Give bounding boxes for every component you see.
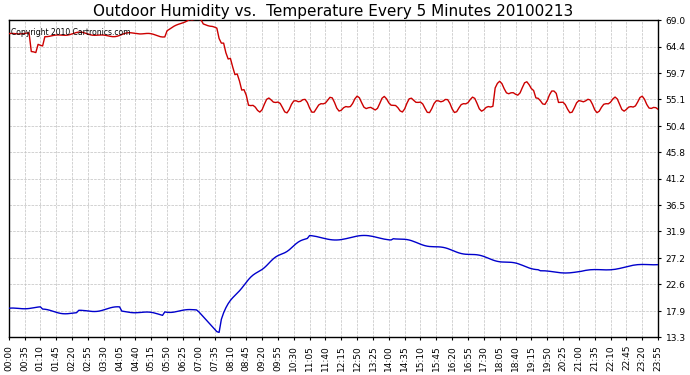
Title: Outdoor Humidity vs.  Temperature Every 5 Minutes 20100213: Outdoor Humidity vs. Temperature Every 5… <box>93 4 573 19</box>
Text: Copyright 2010 Cartronics.com: Copyright 2010 Cartronics.com <box>10 28 130 37</box>
